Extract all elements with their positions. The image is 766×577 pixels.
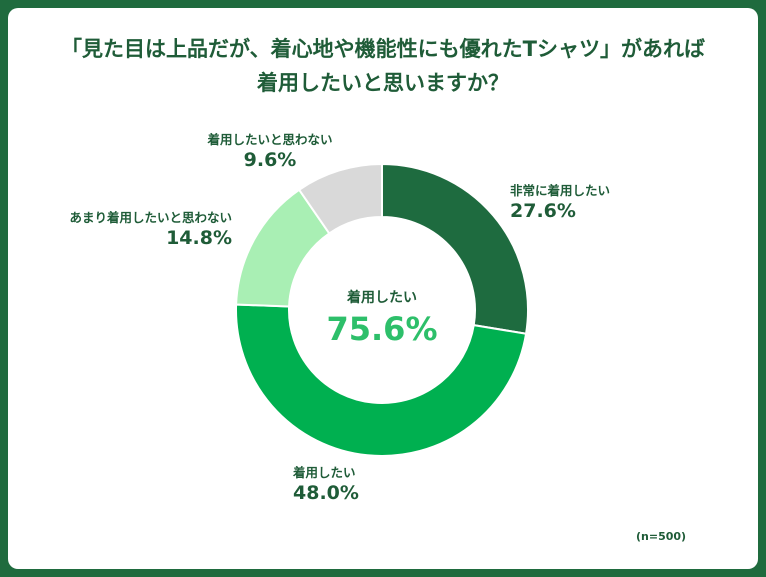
label-willing-name: 着用したい bbox=[293, 465, 356, 480]
label-not-very-willing: あまり着用したいと思わない 14.8% bbox=[69, 207, 232, 249]
segment-willing bbox=[235, 303, 528, 457]
label-not-very-willing-value: 14.8% bbox=[166, 227, 232, 249]
chart-card bbox=[8, 8, 758, 569]
center-value: 75.6% bbox=[326, 310, 438, 348]
segment-very-willing bbox=[381, 162, 529, 335]
label-not-very-willing-name: あまり着用したいと思わない bbox=[69, 210, 232, 225]
sample-size-note: (n=500) bbox=[636, 530, 687, 543]
chart-title-line-2: 着用したいと思いますか？ bbox=[257, 71, 509, 95]
chart-title-line-1: 「見た目は上品だが、着心地や機能性にも優れたTシャツ」があれば bbox=[61, 37, 705, 61]
label-very-willing-value: 27.6% bbox=[510, 200, 576, 222]
center-label: 着用したい bbox=[347, 290, 417, 306]
label-very-willing-name: 非常に着用したい bbox=[510, 183, 611, 198]
segment-not-willing bbox=[297, 162, 383, 235]
label-very-willing: 非常に着用したい 27.6% bbox=[510, 180, 610, 222]
label-not-willing: 着用したいと思わない 9.6% bbox=[195, 129, 345, 171]
label-willing-value: 48.0% bbox=[293, 482, 359, 504]
label-not-willing-name: 着用したいと思わない bbox=[207, 132, 333, 147]
label-willing: 着用したい 48.0% bbox=[293, 462, 359, 504]
label-not-willing-value: 9.6% bbox=[243, 149, 297, 171]
